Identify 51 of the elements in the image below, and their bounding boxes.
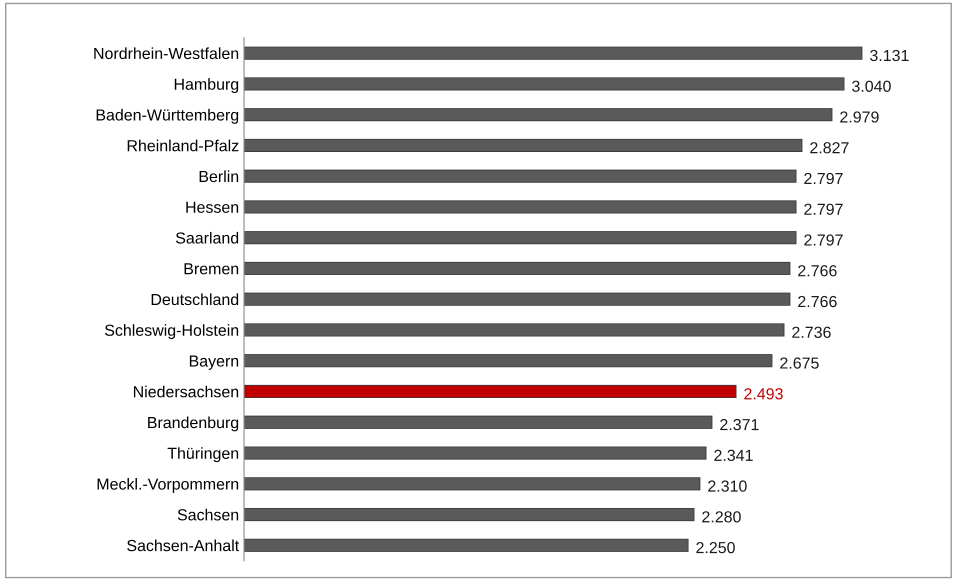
y-tick-label: Baden-Württemberg bbox=[96, 108, 238, 124]
data-label: 2.493 bbox=[744, 388, 783, 400]
data-label: 2.979 bbox=[840, 111, 879, 123]
bar bbox=[244, 538, 689, 552]
data-label: 2.341 bbox=[714, 450, 753, 461]
bar bbox=[244, 354, 772, 368]
y-tick-label: Deutschland bbox=[152, 293, 238, 306]
y-tick-label: Schleswig-Holstein bbox=[104, 324, 238, 340]
bar bbox=[244, 262, 790, 276]
data-label: 2.736 bbox=[792, 326, 831, 338]
bar bbox=[244, 231, 797, 244]
y-tick-label: Saarland bbox=[176, 232, 238, 244]
bar bbox=[244, 508, 694, 522]
bar bbox=[244, 46, 862, 60]
data-label: 2.250 bbox=[696, 542, 735, 554]
bar bbox=[244, 477, 700, 490]
data-label: 2.766 bbox=[798, 265, 837, 276]
y-tick-label: Bremen bbox=[184, 263, 238, 274]
y-tick-label: Sachsen-Anhalt bbox=[127, 540, 240, 552]
data-label: 2.371 bbox=[720, 418, 759, 430]
y-tick-label: Meckl.-Vorpommern bbox=[98, 478, 238, 493]
data-label: 2.766 bbox=[798, 296, 837, 308]
y-tick-label: Thüringen bbox=[168, 447, 238, 462]
y-tick-label: Brandenburg bbox=[148, 416, 238, 432]
y-tick-label: Rheinland-Pfalz bbox=[128, 140, 238, 152]
data-label: 2.280 bbox=[702, 511, 741, 523]
bar bbox=[244, 108, 832, 122]
y-tick-label: Berlin bbox=[200, 170, 238, 182]
bar bbox=[244, 416, 712, 429]
y-tick-label: Hessen bbox=[186, 202, 238, 213]
y-tick-label: Nordrhein-Westfalen bbox=[94, 47, 238, 60]
data-label: 2.675 bbox=[780, 357, 819, 369]
data-label: 2.797 bbox=[804, 172, 843, 184]
bar bbox=[244, 170, 797, 183]
y-tick-label: Niedersachsen bbox=[134, 386, 238, 398]
data-label: 3.040 bbox=[852, 80, 891, 92]
bar bbox=[244, 138, 802, 152]
bar bbox=[244, 446, 707, 460]
data-label: 2.797 bbox=[804, 234, 843, 246]
bar bbox=[244, 77, 844, 90]
data-label: 3.131 bbox=[870, 50, 909, 62]
bar bbox=[244, 200, 797, 214]
y-tick-label: Sachsen bbox=[178, 508, 238, 520]
data-label: 2.310 bbox=[708, 480, 747, 492]
data-label: 2.827 bbox=[810, 142, 849, 154]
y-tick-label: Hamburg bbox=[174, 78, 238, 94]
bar bbox=[244, 384, 737, 398]
bar bbox=[244, 323, 784, 337]
data-label: 2.797 bbox=[804, 204, 843, 215]
y-tick-label: Bayern bbox=[190, 356, 238, 370]
bar bbox=[244, 292, 790, 306]
